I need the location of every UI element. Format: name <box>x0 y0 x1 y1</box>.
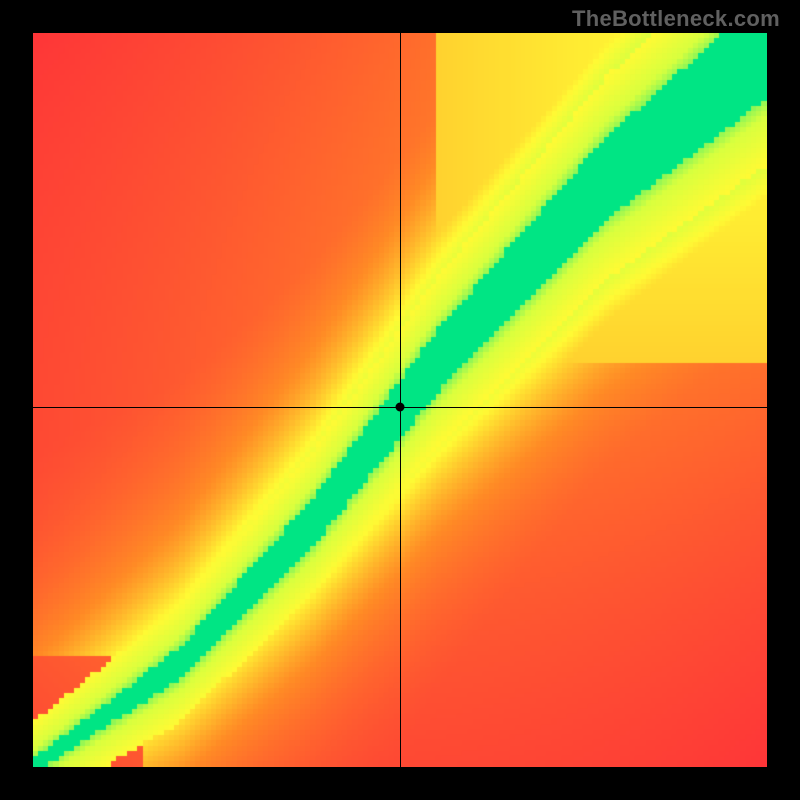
crosshair-marker <box>396 403 405 412</box>
watermark-text: TheBottleneck.com <box>572 6 780 32</box>
plot-area <box>33 33 767 767</box>
crosshair-vertical <box>400 33 401 767</box>
figure-container: TheBottleneck.com <box>0 0 800 800</box>
